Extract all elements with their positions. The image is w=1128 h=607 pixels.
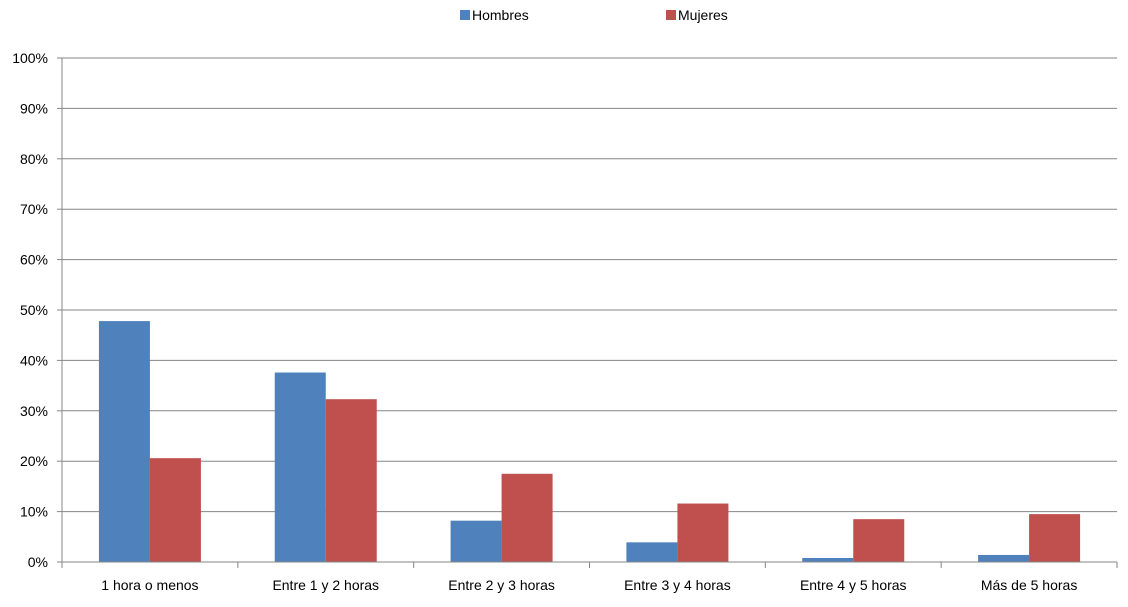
- bar-mujeres-2: [501, 473, 553, 562]
- bar-hombres-5: [978, 554, 1030, 562]
- bar-hombres-2: [450, 520, 502, 562]
- bar-hombres-3: [626, 542, 678, 562]
- bars: [98, 321, 1081, 562]
- bar-hombres-0: [98, 321, 150, 562]
- y-tick-label: 60%: [20, 252, 48, 268]
- y-tick-label: 10%: [20, 504, 48, 520]
- y-tick-label: 30%: [20, 403, 48, 419]
- y-tick-label: 20%: [20, 453, 48, 469]
- x-axis-ticks: 1 hora o menos Entre 1 y 2 horas Entre 2 y…: [61, 562, 1118, 593]
- bar-hombres-1: [274, 372, 326, 562]
- bar-mujeres-5: [1029, 514, 1081, 562]
- legend-label-mujeres: Mujeres: [678, 7, 728, 23]
- x-tick-label: Entre 3 y 4 horas: [624, 577, 731, 593]
- x-tick-label: Entre 4 y 5 horas: [800, 577, 907, 593]
- x-tick-label: Más de 5 horas: [981, 577, 1078, 593]
- bar-hombres-4: [802, 557, 854, 562]
- y-tick-label: 80%: [20, 151, 48, 167]
- y-tick-label: 100%: [12, 50, 48, 66]
- x-tick-label: Entre 2 y 3 horas: [448, 577, 555, 593]
- legend: Hombres Mujeres: [460, 7, 728, 23]
- bar-mujeres-1: [325, 399, 377, 562]
- legend-label-hombres: Hombres: [472, 7, 529, 23]
- y-tick-label: 40%: [20, 352, 48, 368]
- bar-mujeres-0: [149, 458, 201, 562]
- y-tick-label: 50%: [20, 302, 48, 318]
- y-tick-label: 70%: [20, 201, 48, 217]
- y-axis-ticks: 0% 10% 20% 30% 40% 50% 60% 70% 80% 90% 100%: [12, 50, 62, 570]
- bar-mujeres-3: [677, 503, 729, 562]
- x-tick-label: 1 hora o menos: [101, 577, 198, 593]
- x-tick-label: Entre 1 y 2 horas: [272, 577, 379, 593]
- legend-swatch-hombres: [460, 10, 470, 20]
- y-tick-label: 0%: [28, 554, 48, 570]
- gridlines: [62, 57, 1117, 513]
- legend-swatch-mujeres: [666, 10, 676, 20]
- y-tick-label: 90%: [20, 100, 48, 116]
- bar-mujeres-4: [853, 519, 905, 562]
